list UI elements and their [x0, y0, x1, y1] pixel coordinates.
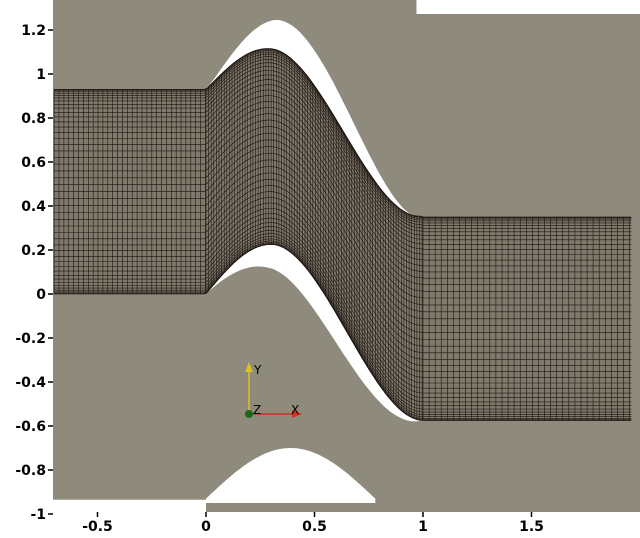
bottom-inlet-gap	[53, 500, 206, 519]
z-axis-marker	[245, 410, 253, 418]
y-tick-label: -1	[30, 507, 46, 523]
y-tick-label: -0.8	[15, 463, 46, 479]
x-tick-label: 0.5	[302, 519, 327, 535]
z-axis-label: Z	[253, 403, 261, 417]
y-tick-label: 1	[36, 67, 46, 83]
y-tick-label: -0.2	[15, 331, 46, 347]
y-tick-label: 0.6	[21, 155, 46, 171]
y-tick-label: -0.6	[15, 419, 46, 435]
y-tick-label: 1.2	[21, 23, 46, 39]
y-tick-label: 0.2	[21, 243, 46, 259]
y-tick-label: 0.4	[21, 199, 46, 215]
x-tick-label: 1.5	[519, 519, 544, 535]
x-tick-label: 1	[418, 519, 428, 535]
y-tick-label: 0	[36, 287, 46, 303]
x-tick-label: -0.5	[82, 519, 113, 535]
y-tick-label: -0.4	[15, 375, 46, 391]
x-axis-label: X	[291, 403, 299, 417]
top-outlet-gap	[416, 0, 640, 14]
x-tick-label: 0	[201, 519, 211, 535]
y-axis-label: Y	[253, 363, 262, 377]
y-tick-label: 0.8	[21, 111, 46, 127]
